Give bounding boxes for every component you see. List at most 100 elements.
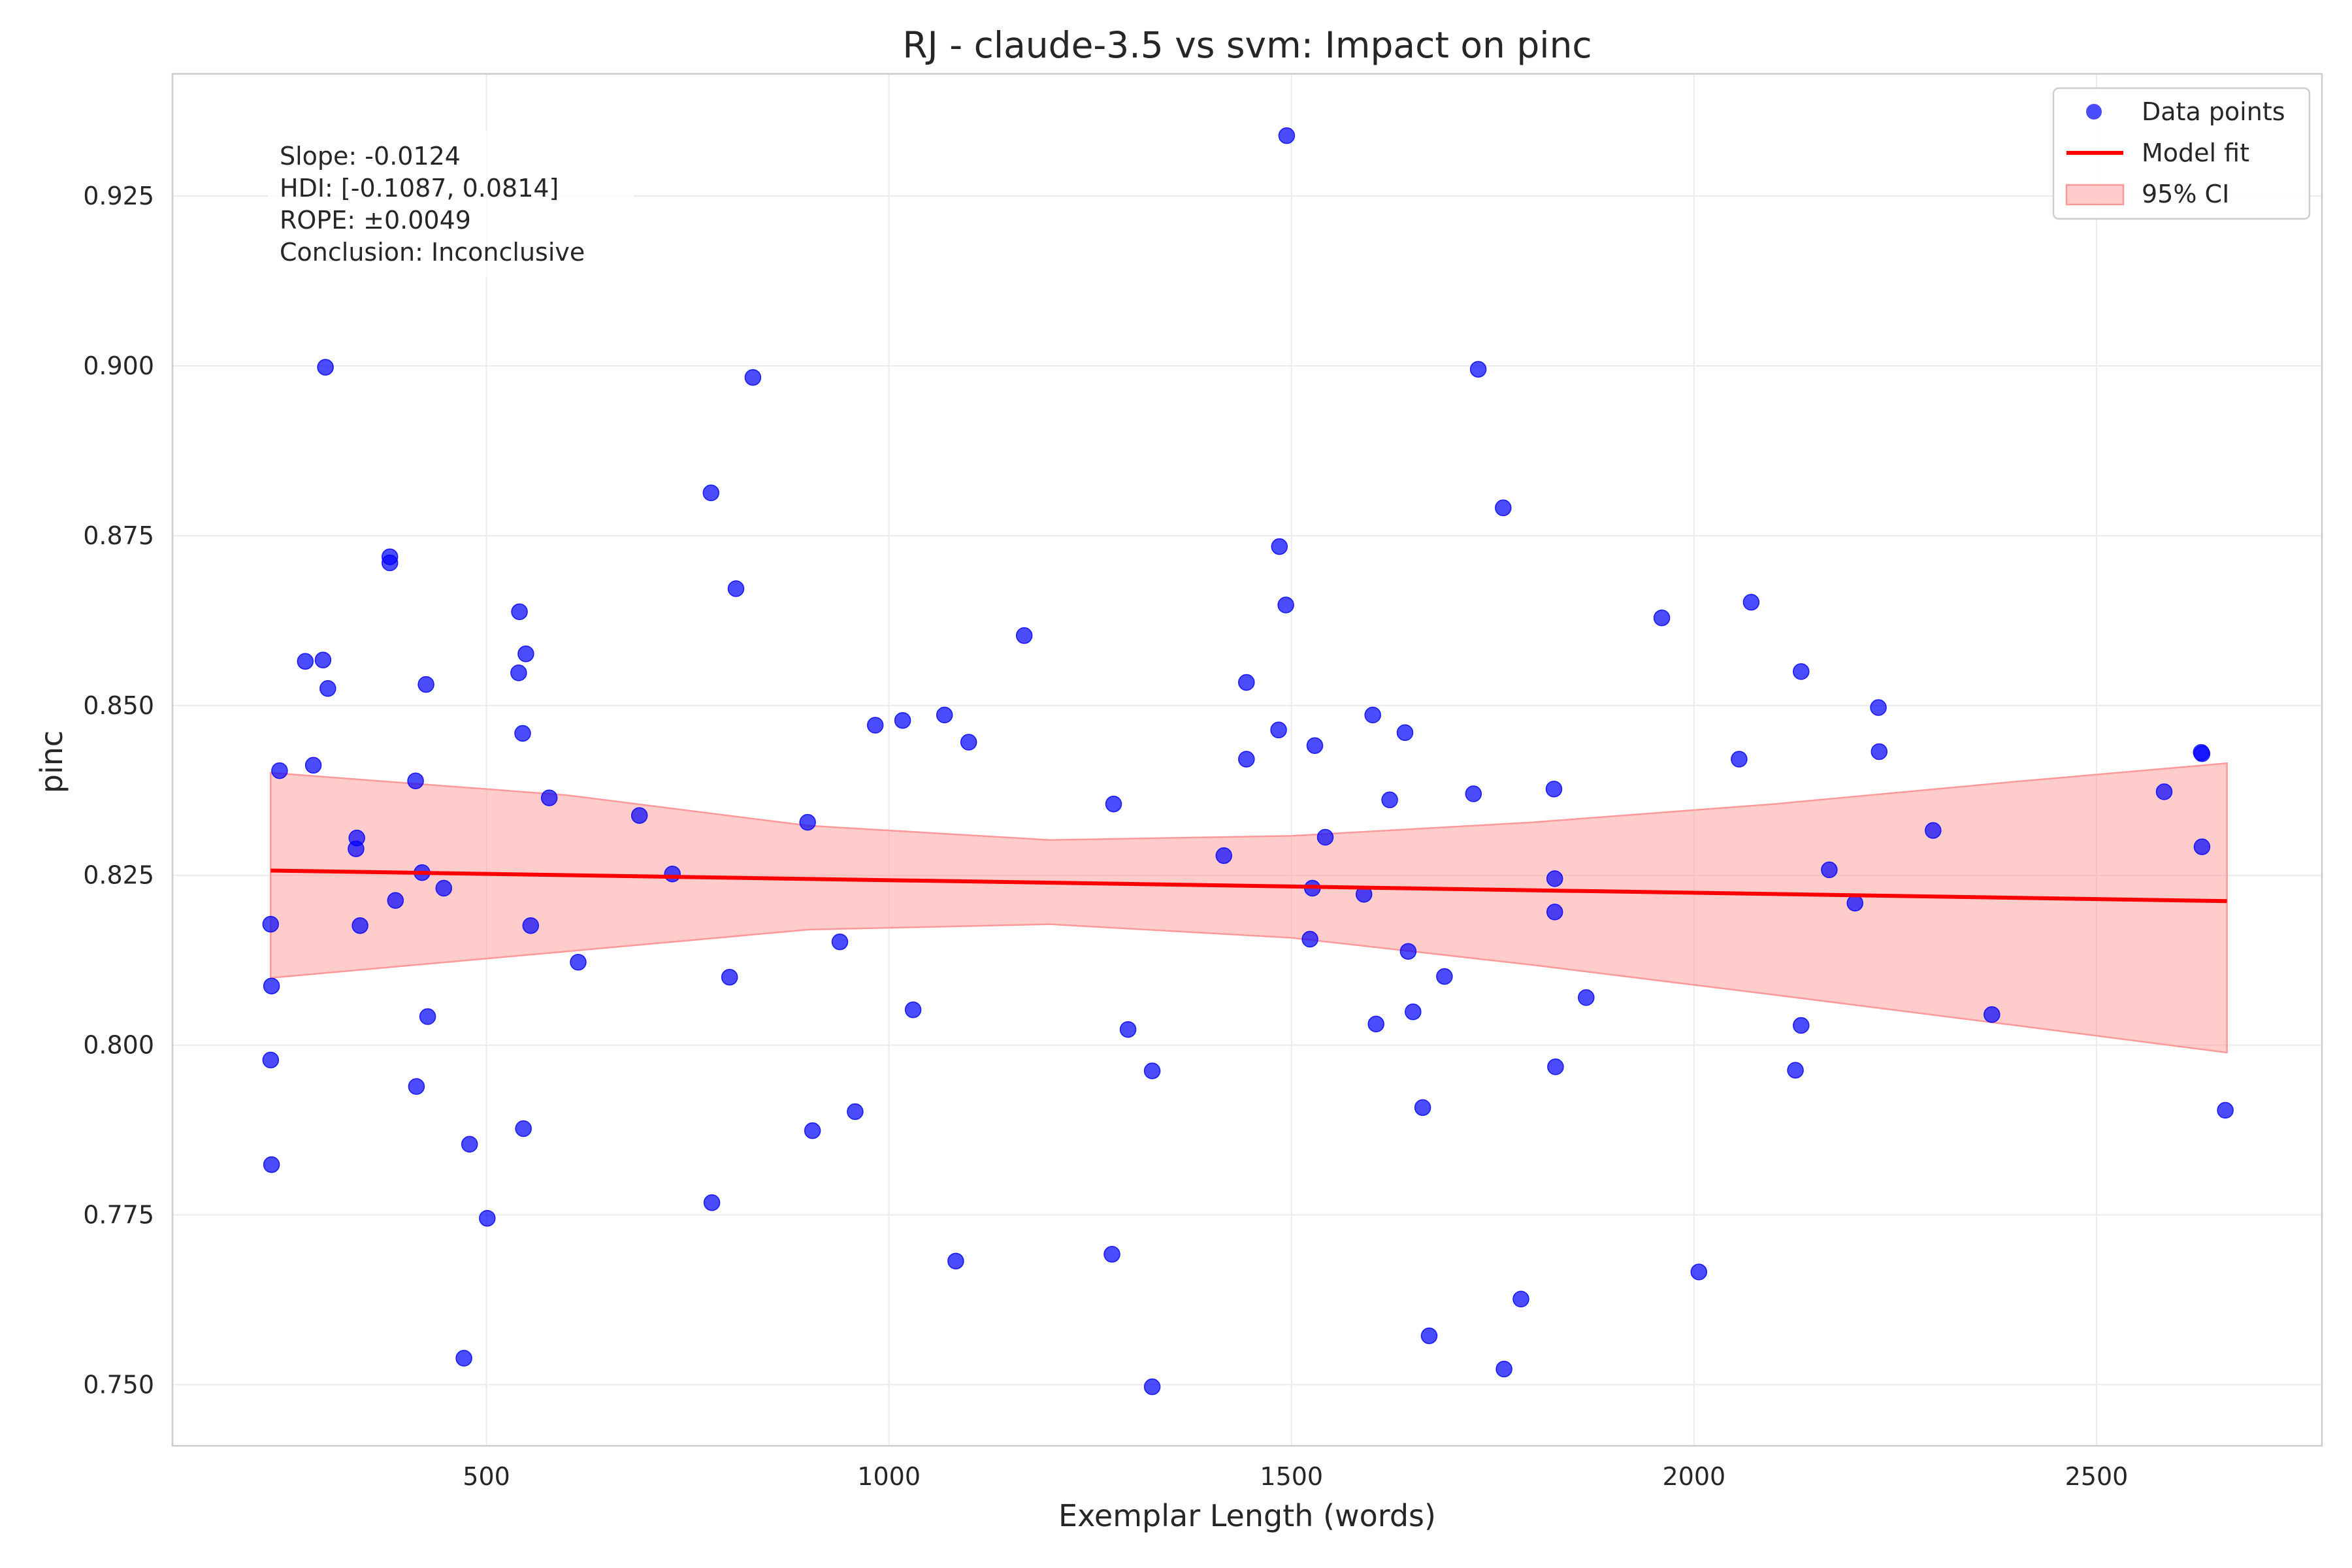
annotation-slope: Slope: -0.0124 [280,142,461,171]
x-tick-label: 500 [463,1462,510,1491]
data-point [847,1103,864,1120]
data-point [271,762,288,779]
data-point [630,807,648,824]
data-point [866,717,884,734]
data-point [1105,795,1122,813]
data-point [1301,930,1318,948]
data-point [304,757,322,774]
data-point [319,680,336,697]
data-point [2193,745,2211,762]
data-point [511,603,528,621]
data-point [417,676,434,693]
data-point [1925,822,1942,839]
data-point [721,968,738,986]
chart-title: RJ - claude-3.5 vs svm: Impact on pinc [902,24,1592,66]
data-point [1277,596,1294,613]
data-point [263,1156,280,1173]
data-point [804,1122,821,1139]
model-fit-layer [270,868,2227,904]
legend-ci-marker [2065,184,2125,206]
data-point [1870,699,1887,716]
data-point [703,1194,721,1211]
data-point [263,977,280,994]
data-point [515,1120,532,1137]
data-point [1512,1290,1529,1308]
data-point [522,917,540,934]
data-point [1984,1006,2001,1023]
data-point [1215,847,1233,864]
legend-ci-label: 95% CI [2142,180,2229,208]
y-tick-label: 0.875 [83,521,154,550]
data-point [570,954,587,971]
data-point [1545,780,1563,798]
data-points-layer [262,127,2234,1396]
ci-band [270,762,2228,1054]
annotation-rope: ROPE: ±0.0049 [280,206,471,235]
data-point [1436,968,1453,985]
legend-fit-label: Model fit [2142,139,2249,167]
data-point [540,789,558,806]
data-point [2155,783,2173,800]
x-tick-label: 2000 [1663,1462,1726,1491]
data-point [1547,1058,1564,1075]
data-point [1143,1062,1161,1079]
annotation-conclusion: Conclusion: Inconclusive [280,238,585,267]
legend-points-label: Data points [2142,97,2285,126]
data-point [1119,1021,1137,1038]
ci-band-layer [270,762,2228,1054]
data-point [1278,127,1296,144]
data-point [1495,1360,1512,1378]
data-point [1414,1099,1431,1117]
data-point [1793,1017,1810,1034]
data-point [1399,943,1417,960]
data-point [351,917,368,934]
data-point [1465,785,1482,802]
x-axis-label: Exemplar Length (words) [1058,1498,1436,1533]
data-point [1821,861,1838,879]
data-point [1367,1015,1384,1033]
data-point [702,484,720,502]
y-tick-label: 0.750 [83,1370,154,1399]
data-point [408,1078,425,1095]
data-point [947,1252,964,1269]
y-tick-label: 0.800 [83,1031,154,1060]
data-point [1846,894,1864,912]
plot-frame [171,73,2323,1447]
data-point [1238,751,1255,768]
data-point [1238,674,1255,691]
data-point [1731,751,1748,768]
data-point [960,734,977,751]
annotation-hdi: HDI: [-0.1087, 0.0814] [280,174,559,203]
data-point [348,829,365,847]
y-tick-label: 0.925 [83,182,154,210]
data-point [1793,663,1810,680]
data-point [1381,791,1398,809]
data-point [1306,737,1324,754]
data-point [727,580,745,597]
x-tick-label: 1500 [1260,1462,1323,1491]
data-point [1653,609,1671,627]
annotation-box [268,131,634,278]
data-point [297,653,314,670]
data-point [1546,870,1563,887]
data-point [2217,1102,2234,1119]
data-point [514,725,531,742]
data-point [1546,904,1563,921]
data-point [317,359,334,376]
x-tick-labels: 500 1000 1500 2000 2500 [463,1462,2128,1491]
data-point [2193,838,2211,855]
data-point [799,813,816,831]
legend-points-marker [2086,104,2102,120]
data-point [831,933,849,951]
data-point [314,651,332,668]
y-tick-label: 0.825 [83,861,154,890]
data-point [407,772,424,789]
data-point [1870,743,1888,760]
data-point [1495,499,1512,517]
y-tick-label: 0.900 [83,351,154,380]
data-point [1015,627,1033,644]
data-point [894,711,911,729]
data-point [510,664,527,681]
data-point [1316,828,1334,846]
